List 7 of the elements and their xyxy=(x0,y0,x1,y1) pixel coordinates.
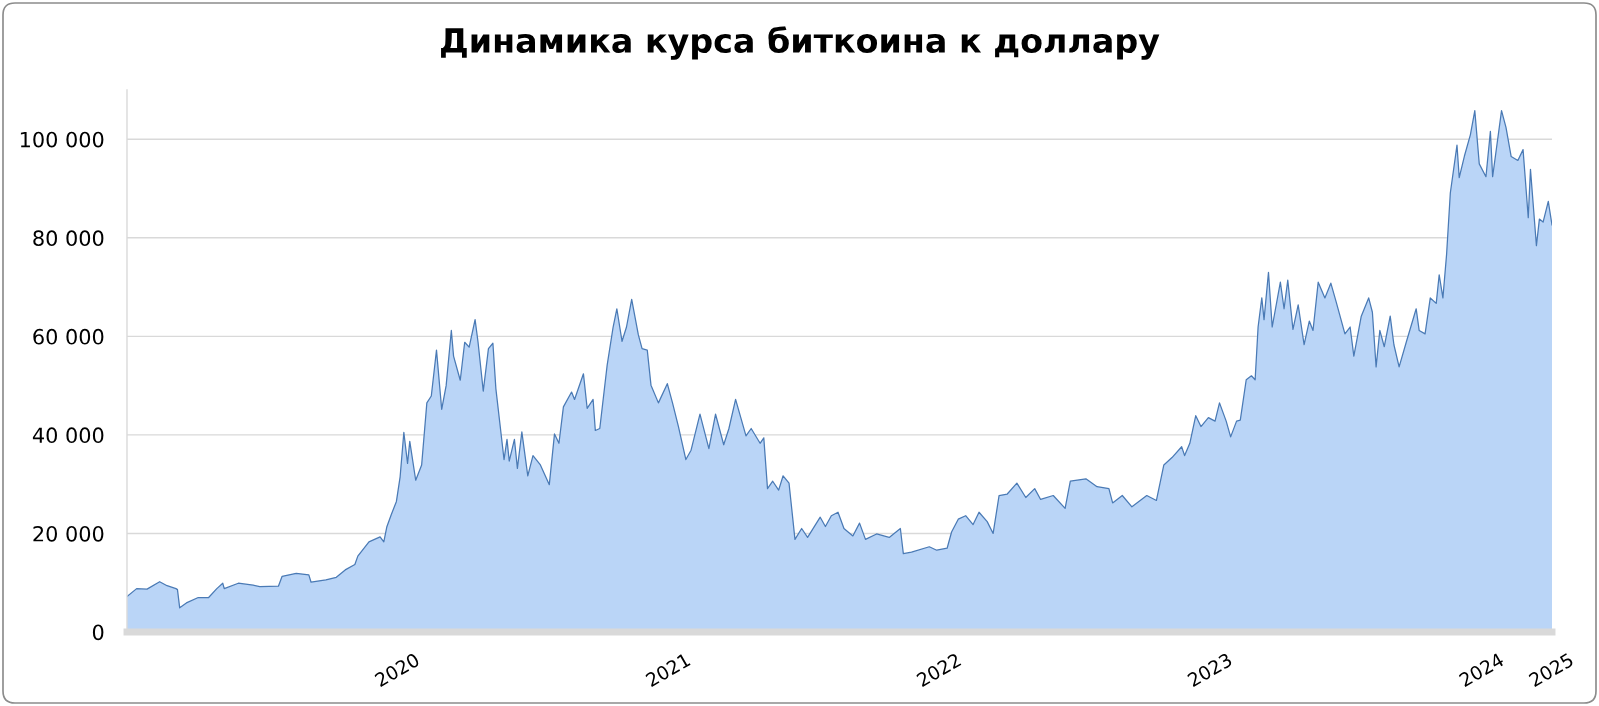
y-tick-label: 40 000 xyxy=(32,427,104,444)
y-tick-label: 0 xyxy=(92,624,104,641)
y-tick-label: 80 000 xyxy=(33,230,104,247)
y-tick-label: 100 000 xyxy=(20,131,104,148)
y-tick-label: 60 000 xyxy=(33,328,104,345)
y-tick-label: 20 000 xyxy=(33,525,104,542)
chart-title: Динамика курса биткоина к доллару xyxy=(441,26,1160,60)
